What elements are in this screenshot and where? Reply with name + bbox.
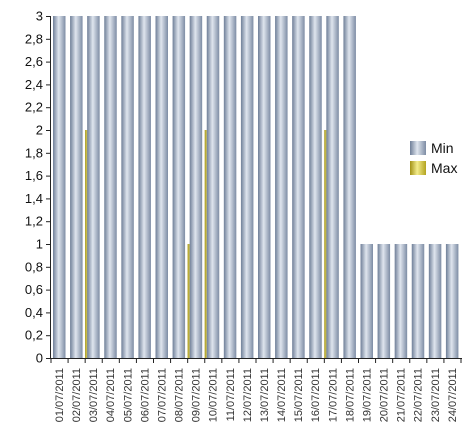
legend-label-max: Max xyxy=(431,160,457,176)
bar-min-18/07/2011 xyxy=(343,16,356,358)
y-tick-label: 0,8 xyxy=(25,259,43,274)
bar-min-04/07/2011 xyxy=(104,16,117,358)
y-tick-label: 1,4 xyxy=(25,191,43,206)
y-tick-label: 2,4 xyxy=(25,77,43,92)
y-tick-label: 0,4 xyxy=(25,305,43,320)
x-tick-label: 22/07/2011 xyxy=(413,368,425,422)
x-tick-label: 04/07/2011 xyxy=(105,368,117,422)
bar-min-09/07/2011 xyxy=(189,16,203,358)
x-tick-label: 11/07/2011 xyxy=(225,368,237,421)
legend: Min Max xyxy=(410,140,457,176)
bars-group xyxy=(53,16,459,358)
x-tick-label: 05/07/2011 xyxy=(122,368,134,422)
x-tick-label: 21/07/2011 xyxy=(396,368,408,422)
bar-min-08/07/2011 xyxy=(172,16,186,358)
bar-min-03/07/2011 xyxy=(87,16,100,358)
x-tick-labels: 01/07/2011 02/07/2011 03/07/2011 04/07/2011… xyxy=(50,358,462,422)
bar-min-07/07/2011 xyxy=(155,16,168,358)
y-tick-label: 2,2 xyxy=(25,100,43,115)
y-tick-label: 0 xyxy=(36,351,43,366)
x-tick-label: 13/07/2011 xyxy=(259,368,271,422)
y-tick-label: 2,8 xyxy=(25,31,43,46)
x-tick-label: 23/07/2011 xyxy=(430,368,442,422)
y-tick-label: 2,6 xyxy=(25,54,43,69)
y-tick-label: 1 xyxy=(36,237,43,252)
x-tick-label: 16/07/2011 xyxy=(310,368,322,422)
bar-min-01/07/2011 xyxy=(53,16,66,358)
bar-min-16/07/2011 xyxy=(309,16,322,358)
x-tick-label: 24/07/2011 xyxy=(447,368,459,422)
y-tick-label: 3 xyxy=(36,9,43,24)
y-tick-label: 0,6 xyxy=(25,282,43,297)
x-tick-label: 01/07/2011 xyxy=(54,368,66,422)
bar-min-06/07/2011 xyxy=(138,16,151,358)
bar-min-12/07/2011 xyxy=(240,16,254,358)
bar-min-19/07/2011 xyxy=(360,244,373,358)
x-tick-label: 15/07/2011 xyxy=(293,368,305,422)
legend-label-min: Min xyxy=(431,140,454,156)
y-tick-label: 1,2 xyxy=(25,214,43,229)
x-tick-label: 20/07/2011 xyxy=(379,368,391,422)
legend-swatch-max xyxy=(410,161,426,175)
bar-min-23/07/2011 xyxy=(428,244,442,358)
x-tick-label: 03/07/2011 xyxy=(88,368,100,422)
x-tick-label: 07/07/2011 xyxy=(156,368,168,422)
bar-min-02/07/2011 xyxy=(70,16,83,358)
bar-min-11/07/2011 xyxy=(223,16,237,358)
x-tick-label: 17/07/2011 xyxy=(327,368,339,422)
y-tick-labels: 0 0,2 0,4 0,6 0,8 1 1,2 1,4 1,6 1,8 2 2,2 2,4 2,6 2,8 3 xyxy=(25,9,51,366)
y-tick-label: 1,8 xyxy=(25,145,43,160)
bar-min-05/07/2011 xyxy=(121,16,134,358)
bar-min-13/07/2011 xyxy=(258,16,271,358)
bar-min-21/07/2011 xyxy=(394,244,408,358)
bar-min-20/07/2011 xyxy=(377,244,391,358)
x-tick-label: 09/07/2011 xyxy=(191,368,203,422)
bar-min-14/07/2011 xyxy=(275,16,288,358)
bar-min-17/07/2011 xyxy=(326,16,339,358)
x-tick-label: 08/07/2011 xyxy=(174,368,186,422)
y-tick-label: 1,6 xyxy=(25,168,43,183)
y-tick-label: 2 xyxy=(36,123,43,138)
x-tick-label: 18/07/2011 xyxy=(344,368,356,422)
bar-min-24/07/2011 xyxy=(445,244,459,358)
x-tick-label: 14/07/2011 xyxy=(276,368,288,422)
x-tick-label: 12/07/2011 xyxy=(242,368,254,422)
x-tick-label: 10/07/2011 xyxy=(208,368,220,422)
y-tick-label: 0,2 xyxy=(25,328,43,343)
bar-min-15/07/2011 xyxy=(292,16,305,358)
x-tick-label: 02/07/2011 xyxy=(71,368,83,422)
x-tick-label: 06/07/2011 xyxy=(139,368,151,422)
bar-min-22/07/2011 xyxy=(411,244,425,358)
legend-swatch-min xyxy=(410,141,426,155)
bar-min-10/07/2011 xyxy=(206,16,220,358)
x-tick-label: 19/07/2011 xyxy=(361,368,373,422)
